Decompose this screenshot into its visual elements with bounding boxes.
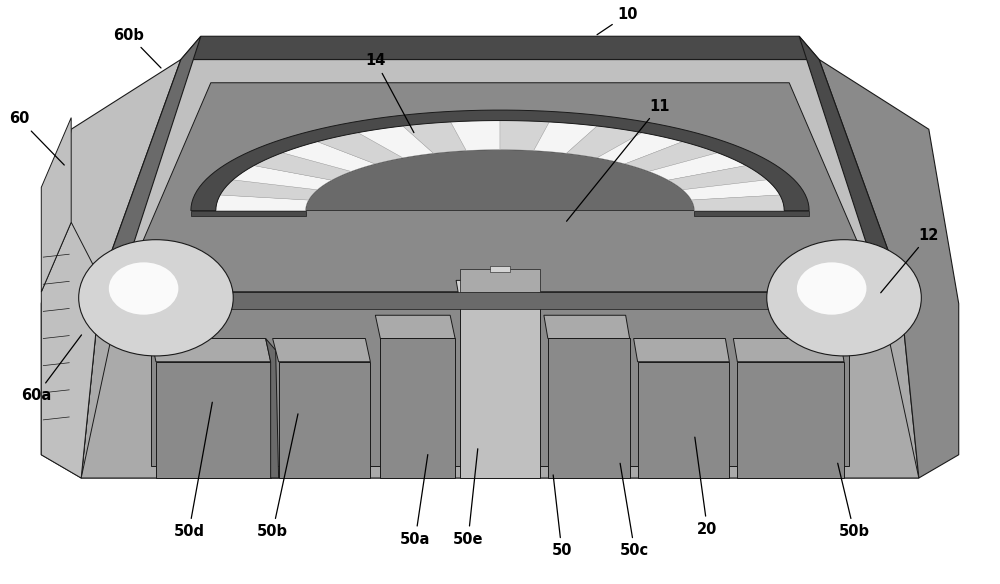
Polygon shape — [81, 280, 919, 478]
Polygon shape — [799, 36, 899, 280]
Text: 50c: 50c — [620, 463, 649, 558]
Polygon shape — [317, 133, 403, 164]
Polygon shape — [380, 339, 455, 478]
Polygon shape — [233, 166, 332, 190]
Polygon shape — [548, 339, 630, 478]
Polygon shape — [121, 83, 879, 292]
Polygon shape — [544, 315, 630, 339]
Polygon shape — [597, 133, 683, 164]
Text: 50a: 50a — [400, 454, 430, 547]
Text: 50b: 50b — [838, 463, 870, 539]
Polygon shape — [151, 292, 849, 467]
Polygon shape — [683, 180, 780, 200]
Polygon shape — [273, 339, 370, 361]
Polygon shape — [358, 126, 433, 158]
Polygon shape — [668, 166, 767, 190]
Text: 50: 50 — [552, 475, 572, 558]
Polygon shape — [692, 195, 784, 211]
Polygon shape — [306, 150, 694, 211]
Polygon shape — [81, 292, 919, 478]
Polygon shape — [500, 120, 549, 151]
Text: 60: 60 — [9, 112, 64, 165]
Text: 60a: 60a — [21, 335, 82, 403]
Polygon shape — [181, 36, 819, 60]
Polygon shape — [41, 223, 101, 478]
Polygon shape — [649, 153, 746, 180]
Polygon shape — [819, 60, 959, 478]
Polygon shape — [101, 60, 899, 280]
Polygon shape — [151, 339, 271, 361]
Ellipse shape — [79, 239, 233, 356]
Text: 11: 11 — [567, 99, 670, 221]
Polygon shape — [625, 141, 718, 171]
Text: 20: 20 — [695, 437, 718, 537]
Polygon shape — [567, 126, 642, 158]
Polygon shape — [151, 292, 849, 310]
Polygon shape — [156, 361, 271, 478]
Ellipse shape — [109, 262, 178, 315]
Text: 60b: 60b — [114, 27, 161, 68]
Polygon shape — [279, 361, 370, 478]
Polygon shape — [254, 153, 351, 180]
Polygon shape — [638, 361, 729, 478]
Polygon shape — [41, 60, 181, 478]
Text: 14: 14 — [365, 53, 414, 133]
Polygon shape — [534, 122, 597, 153]
Polygon shape — [634, 339, 729, 361]
Text: 50b: 50b — [257, 414, 298, 539]
Polygon shape — [456, 280, 540, 304]
Ellipse shape — [767, 239, 921, 356]
Polygon shape — [460, 304, 540, 478]
Ellipse shape — [797, 262, 866, 315]
Polygon shape — [220, 180, 317, 200]
Polygon shape — [737, 361, 844, 478]
Polygon shape — [733, 339, 844, 361]
Polygon shape — [41, 117, 71, 292]
Polygon shape — [101, 36, 201, 280]
Polygon shape — [266, 339, 279, 478]
Text: 50d: 50d — [173, 402, 212, 539]
Polygon shape — [191, 211, 306, 217]
Polygon shape — [403, 122, 466, 153]
Text: 50e: 50e — [453, 449, 483, 547]
Polygon shape — [375, 315, 455, 339]
Polygon shape — [694, 211, 809, 217]
Polygon shape — [216, 195, 308, 211]
Text: 10: 10 — [597, 6, 638, 34]
Polygon shape — [490, 266, 510, 272]
Text: 12: 12 — [881, 228, 939, 293]
Polygon shape — [451, 120, 500, 151]
Polygon shape — [191, 110, 809, 211]
Polygon shape — [282, 141, 375, 171]
Polygon shape — [460, 269, 540, 292]
